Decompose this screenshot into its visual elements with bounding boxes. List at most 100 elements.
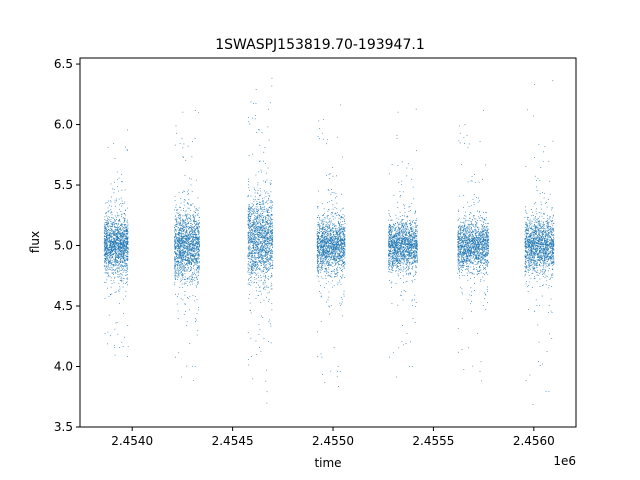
data-point <box>250 208 251 210</box>
data-point <box>268 251 270 252</box>
data-point <box>104 257 106 259</box>
data-point <box>103 242 105 244</box>
data-point <box>267 237 269 239</box>
data-point <box>248 255 250 256</box>
data-point <box>188 222 190 223</box>
data-point <box>106 232 108 234</box>
data-point <box>247 283 249 285</box>
data-point <box>248 216 250 217</box>
data-point <box>337 245 338 246</box>
data-point <box>188 235 190 237</box>
data-point <box>247 266 249 268</box>
data-point <box>186 191 188 193</box>
data-point <box>250 240 252 242</box>
data-point <box>184 241 185 242</box>
data-point <box>118 247 119 249</box>
data-point <box>189 281 191 283</box>
data-point <box>271 250 273 252</box>
data-point <box>122 271 124 273</box>
data-point <box>117 237 119 239</box>
data-point <box>103 236 105 237</box>
data-point <box>270 259 272 260</box>
data-point <box>323 228 325 229</box>
data-point <box>324 252 326 254</box>
data-point <box>122 280 124 282</box>
data-point <box>342 220 343 222</box>
data-point <box>258 333 260 335</box>
data-point <box>113 232 115 234</box>
data-point <box>117 238 119 240</box>
data-point <box>259 222 260 223</box>
data-point <box>178 234 180 236</box>
data-point <box>255 264 257 266</box>
data-point <box>262 247 264 249</box>
data-point <box>176 219 178 220</box>
data-point <box>260 261 262 263</box>
data-point <box>105 251 107 253</box>
data-point <box>174 195 176 197</box>
data-point <box>174 229 176 231</box>
data-point <box>183 236 185 237</box>
data-point <box>177 245 179 247</box>
data-point <box>177 249 179 251</box>
data-point <box>258 256 260 258</box>
data-point <box>184 246 186 248</box>
data-point <box>185 219 187 220</box>
data-point <box>333 269 335 271</box>
data-point <box>324 233 326 235</box>
data-point <box>269 216 271 218</box>
data-point <box>260 256 262 258</box>
data-point <box>125 233 127 235</box>
data-point <box>270 342 272 344</box>
data-point <box>249 218 251 220</box>
data-point <box>116 244 118 246</box>
data-point <box>116 223 118 225</box>
data-point <box>182 237 184 238</box>
data-point <box>249 237 251 238</box>
data-point <box>249 262 251 263</box>
data-point <box>111 236 113 238</box>
data-point <box>261 249 263 251</box>
data-point <box>270 243 272 244</box>
data-point <box>263 337 265 339</box>
data-point <box>260 224 262 225</box>
data-point <box>194 222 195 224</box>
data-point <box>265 240 266 242</box>
data-point <box>113 238 115 240</box>
data-point <box>252 247 254 249</box>
data-point <box>330 256 331 258</box>
data-point <box>124 238 125 240</box>
data-point <box>180 221 181 223</box>
data-point <box>263 246 265 248</box>
data-point <box>258 244 260 246</box>
data-point <box>263 242 265 244</box>
data-point <box>117 239 119 240</box>
data-point <box>342 238 344 240</box>
data-point <box>192 247 194 248</box>
data-point <box>108 254 110 256</box>
data-point <box>249 272 251 274</box>
data-point <box>189 249 190 251</box>
data-point <box>114 239 116 241</box>
data-point <box>118 264 119 266</box>
data-point <box>341 228 342 229</box>
data-point <box>109 251 111 253</box>
data-point <box>118 229 120 230</box>
data-point <box>260 248 262 249</box>
data-point <box>179 232 181 234</box>
data-point <box>250 270 252 272</box>
data-point <box>125 238 127 240</box>
data-point <box>110 253 112 255</box>
data-point <box>112 241 114 243</box>
data-point <box>179 230 181 231</box>
data-point <box>119 243 121 245</box>
data-point <box>255 287 257 289</box>
data-point <box>106 223 107 225</box>
data-point <box>119 244 121 246</box>
data-point <box>199 222 200 224</box>
data-point <box>125 250 127 252</box>
data-point <box>107 331 109 333</box>
data-point <box>175 278 177 280</box>
data-point <box>198 239 200 241</box>
data-point <box>262 221 264 223</box>
